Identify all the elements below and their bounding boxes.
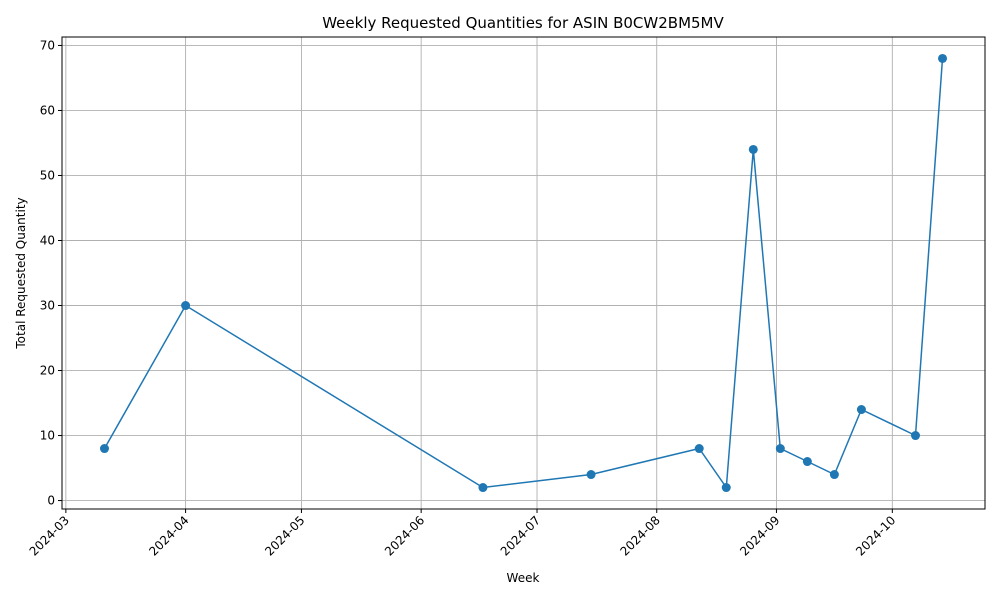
data-point [181, 301, 191, 311]
y-tick-label: 60 [40, 103, 55, 117]
data-point [856, 405, 866, 415]
x-tick-label: 2024-03 [27, 513, 72, 558]
data-point [829, 470, 839, 480]
data-series [99, 53, 948, 493]
series-line [103, 58, 944, 490]
y-tick-label: 0 [47, 494, 55, 508]
chart-title: Weekly Requested Quantities for ASIN B0C… [322, 14, 724, 32]
data-point [775, 444, 785, 454]
x-tick-label: 2024-05 [262, 513, 307, 558]
y-axis-ticks: 0 10 20 30 40 50 60 70 [40, 38, 62, 508]
x-tick-label: 2024-07 [498, 513, 543, 558]
y-tick-label: 20 [40, 364, 55, 378]
data-point [910, 431, 920, 441]
x-axis-label: Week [507, 571, 540, 585]
x-tick-label: 2024-04 [146, 513, 191, 558]
y-tick-label: 40 [40, 233, 55, 247]
data-point [99, 444, 109, 454]
data-point [748, 144, 758, 154]
x-tick-label: 2024-10 [853, 513, 898, 558]
y-tick-label: 50 [40, 168, 55, 182]
data-point [802, 457, 812, 467]
y-tick-label: 10 [40, 429, 55, 443]
x-tick-label: 2024-09 [737, 513, 782, 558]
y-tick-label: 70 [40, 38, 55, 52]
x-tick-label: 2024-06 [382, 513, 427, 558]
plot-frame [61, 36, 986, 510]
y-tick-label: 30 [40, 299, 55, 313]
data-point [721, 483, 731, 493]
data-point [938, 53, 948, 63]
data-point [586, 470, 596, 480]
x-tick-label: 2024-08 [618, 513, 663, 558]
data-point [694, 444, 704, 454]
grid-lines [62, 37, 985, 509]
y-axis-label: Total Requested Quantity [14, 197, 28, 349]
x-axis-ticks: 2024-03 2024-04 2024-05 2024-06 2024-07 2024-… [27, 509, 898, 559]
data-point [478, 483, 488, 493]
